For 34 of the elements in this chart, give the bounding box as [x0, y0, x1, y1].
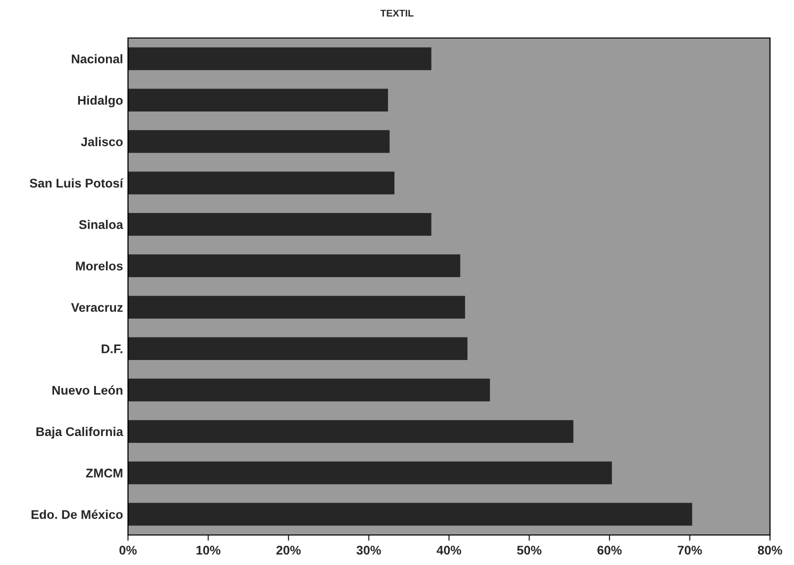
x-tick-label: 40%: [436, 546, 462, 555]
y-tick-label: Morelos: [76, 261, 123, 270]
bar: [128, 212, 432, 236]
x-tick-label: 50%: [517, 546, 542, 555]
y-tick-label: D.F.: [102, 344, 122, 354]
bar: [128, 47, 432, 70]
y-tick-label: San Luis Potosí: [30, 178, 124, 188]
x-tick-label: 20%: [276, 546, 301, 555]
y-tick-label: Baja California: [36, 426, 124, 439]
y-tick-label: ZMCM: [86, 468, 122, 478]
bar: [128, 337, 468, 360]
x-tick-label: 10%: [196, 546, 220, 555]
y-tick-label: Edo. De México: [32, 510, 123, 519]
y-tick-label: Veracruz: [71, 303, 123, 312]
y-tick-label: Jalisco: [80, 137, 123, 146]
bar: [128, 254, 460, 278]
y-tick-label: Sinaloa: [79, 220, 124, 230]
y-tick-label: Nacional: [72, 54, 122, 64]
x-tick-label: 80%: [758, 546, 782, 555]
bar: [128, 502, 692, 526]
bar: [128, 461, 612, 484]
x-tick-label: 30%: [356, 546, 381, 555]
bar: [128, 420, 574, 443]
bar: [128, 296, 466, 319]
bar: [128, 88, 388, 112]
bar: [128, 130, 390, 153]
bar: [128, 172, 394, 194]
x-tick-label: 60%: [597, 546, 622, 555]
bar: [128, 378, 490, 402]
x-tick-label: 0%: [119, 546, 137, 555]
y-tick-label: Nuevo León: [52, 385, 122, 395]
chart-title: TEXTIL: [380, 10, 414, 17]
x-tick-label: 70%: [678, 546, 702, 555]
y-tick-label: Hidalgo: [78, 96, 123, 108]
